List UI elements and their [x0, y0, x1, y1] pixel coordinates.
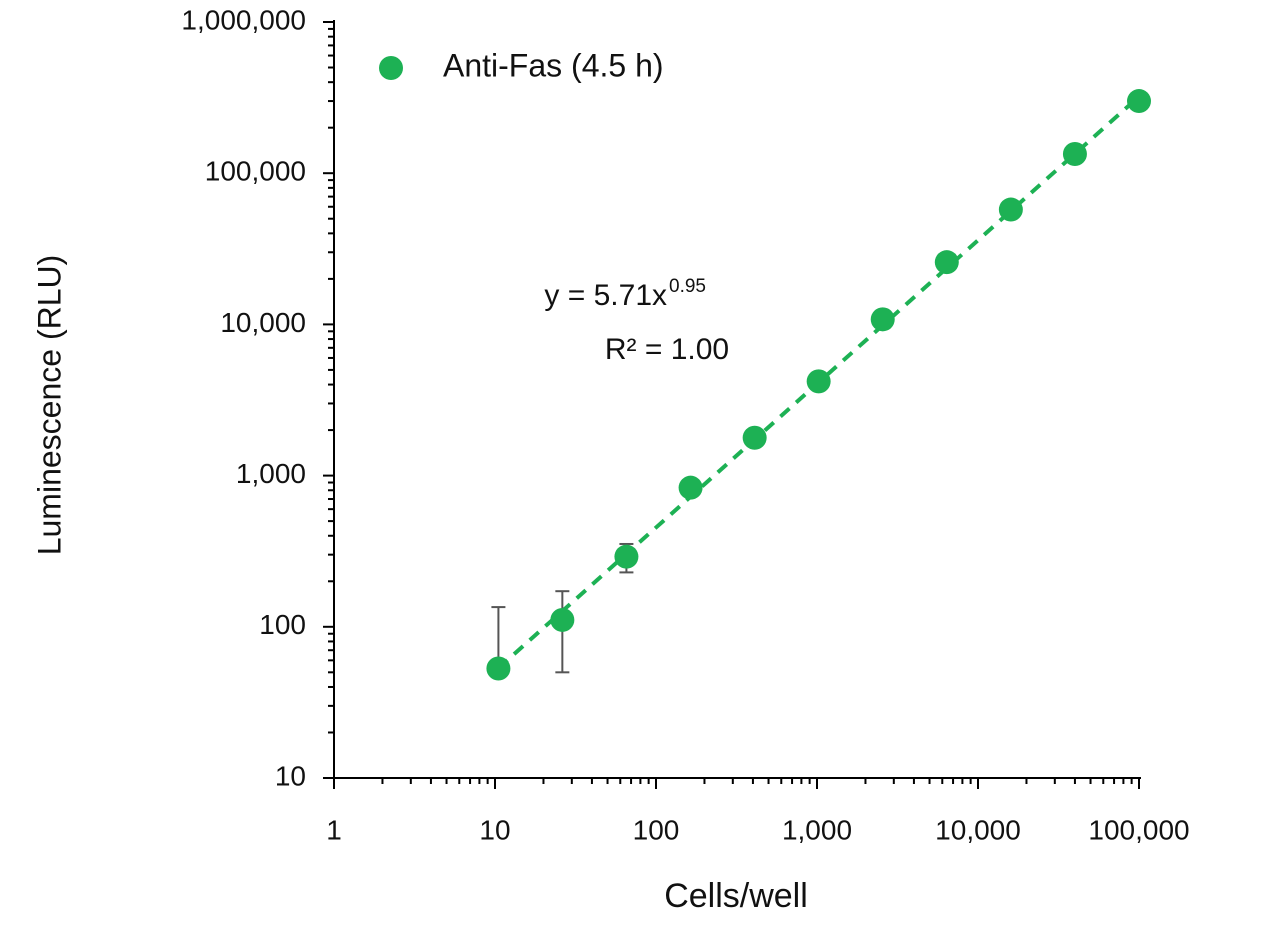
- equation-exponent: 0.95: [669, 276, 706, 297]
- y-tick-label: 1,000: [236, 458, 306, 489]
- x-axis-label: Cells/well: [664, 877, 808, 915]
- legend-marker: [379, 56, 403, 80]
- data-point: [1062, 141, 1087, 166]
- data-point: [806, 369, 831, 394]
- x-tick-label: 1,000: [782, 814, 852, 845]
- data-point: [1127, 89, 1151, 114]
- data-point: [742, 425, 767, 450]
- data-point: [870, 307, 895, 332]
- y-tick-label: 100: [259, 609, 306, 640]
- legend-label: Anti-Fas (4.5 h): [443, 47, 664, 83]
- x-tick-label: 1: [326, 814, 342, 845]
- y-tick-label: 10: [275, 760, 306, 791]
- data-point: [550, 607, 575, 632]
- data-point: [678, 475, 703, 500]
- y-axis-label: Luminescence (RLU): [31, 255, 67, 556]
- data-point: [486, 656, 511, 681]
- x-tick-label: 10,000: [935, 814, 1021, 845]
- x-tick-label: 100,000: [1088, 814, 1189, 845]
- y-tick-label: 1,000,000: [181, 4, 306, 35]
- equation: y = 5.71x: [544, 279, 667, 312]
- data-point: [934, 250, 959, 275]
- r-squared: R² = 1.00: [605, 333, 729, 366]
- data-point: [614, 544, 639, 569]
- x-tick-label: 100: [633, 814, 680, 845]
- data-point: [998, 197, 1023, 222]
- y-tick-label: 10,000: [220, 307, 306, 338]
- x-tick-label: 10: [479, 814, 510, 845]
- y-tick-label: 100,000: [205, 156, 306, 187]
